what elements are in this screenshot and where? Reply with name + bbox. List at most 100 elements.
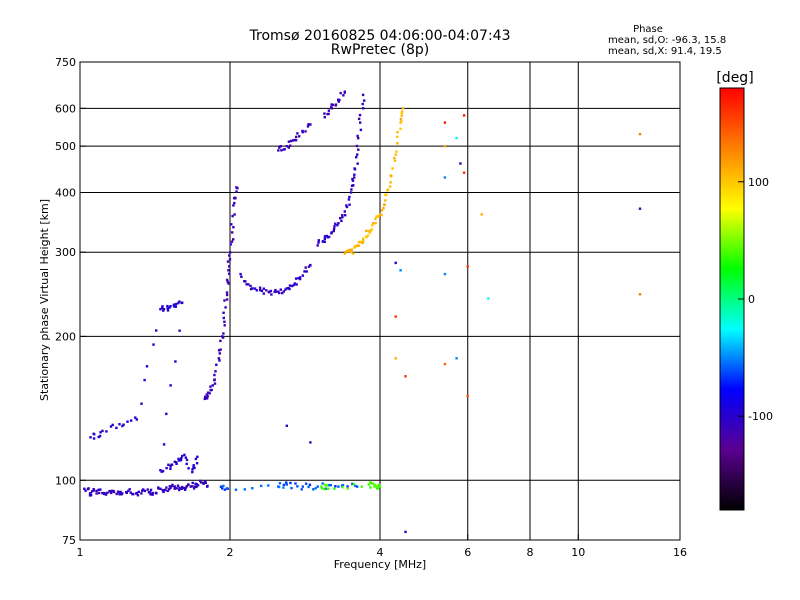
echo-point [317,239,320,242]
echo-point [282,290,285,293]
echo-point [196,484,200,487]
echo-point [383,203,386,206]
echo-point [162,308,166,311]
echo-point [104,493,108,496]
echo-point [109,491,113,495]
echo-point [89,436,92,439]
noise-point [394,315,397,318]
echo-point [401,107,405,110]
echo-point [140,402,143,405]
echo-point [247,283,250,286]
echo-point [235,186,238,189]
echo-point [84,489,87,492]
echo-point [180,487,183,490]
echo-point [105,430,108,433]
echo-point [245,283,248,286]
echo-point [389,181,392,184]
echo-point [178,486,181,489]
echo-point [222,311,225,314]
echo-point [290,486,293,490]
x-axis-label: Frequency [MHz] [334,558,426,571]
echo-point [119,490,122,494]
echo-point [400,120,403,123]
echo-point [204,481,207,484]
echo-point [213,373,216,377]
echo-point [184,456,187,459]
echo-point [279,288,282,291]
echo-point [213,382,217,385]
echo-point [97,435,100,439]
echo-point [226,487,229,490]
noise-point [638,207,642,210]
echo-point [217,357,221,360]
echo-point [137,490,140,494]
echo-point [307,485,310,489]
echo-point [128,488,131,491]
echo-point [331,103,335,106]
echo-point [219,348,222,351]
data-points [83,90,642,534]
echo-point [304,266,307,269]
echo-point [283,148,286,151]
stats-o-mode: mean, sd,O: -96.3, 15.8 [608,35,726,46]
echo-point [380,213,383,217]
echo-point [183,488,187,491]
echo-point [399,121,402,124]
echo-point [205,393,208,396]
x-tick-label: 2 [227,546,234,559]
y-tick-label: 75 [62,534,76,547]
echo-point [305,270,308,273]
echo-point [97,488,100,491]
echo-point [115,492,118,496]
echo-point [181,454,184,458]
echo-point [143,489,147,493]
echo-point [277,290,280,293]
echo-point [168,306,171,309]
x-tick-label: 1 [77,546,84,559]
echo-point [162,490,165,493]
noise-point [638,293,642,296]
echo-point [92,488,95,491]
echo-point [362,107,365,110]
echo-point [353,167,356,170]
echo-point [182,486,186,490]
echo-point [301,485,304,488]
colorbar-label: [deg] [716,70,753,86]
echo-point [351,482,354,486]
echo-point [340,219,343,223]
echo-point [356,134,359,138]
echo-point [353,246,356,249]
echo-point [93,433,96,436]
echo-point [178,300,181,303]
echo-point [327,484,331,487]
echo-point [185,458,189,462]
echo-point [206,485,209,488]
echo-point [189,485,192,488]
echo-point [109,489,112,493]
echo-point [324,484,327,487]
echo-point [240,275,243,278]
echo-point [356,162,359,165]
echo-point [352,184,355,187]
echo-point [219,485,223,488]
echo-point [339,217,342,220]
echo-point [323,235,327,238]
echo-point [262,287,265,290]
echo-point [116,490,120,493]
echo-point [395,150,398,153]
echo-point [289,481,292,485]
echo-point [355,156,358,159]
echo-point [218,359,221,362]
echo-point [330,107,333,110]
echo-point [225,278,229,282]
colorbar-tick-label: -100 [748,410,773,423]
echo-point [213,378,216,381]
echo-point [356,244,359,247]
echo-point [208,392,211,395]
echo-point [232,226,235,229]
echo-point [168,488,171,491]
echo-point [304,482,308,485]
echo-point [214,370,217,373]
echo-point [356,153,359,156]
echo-point [178,488,181,492]
